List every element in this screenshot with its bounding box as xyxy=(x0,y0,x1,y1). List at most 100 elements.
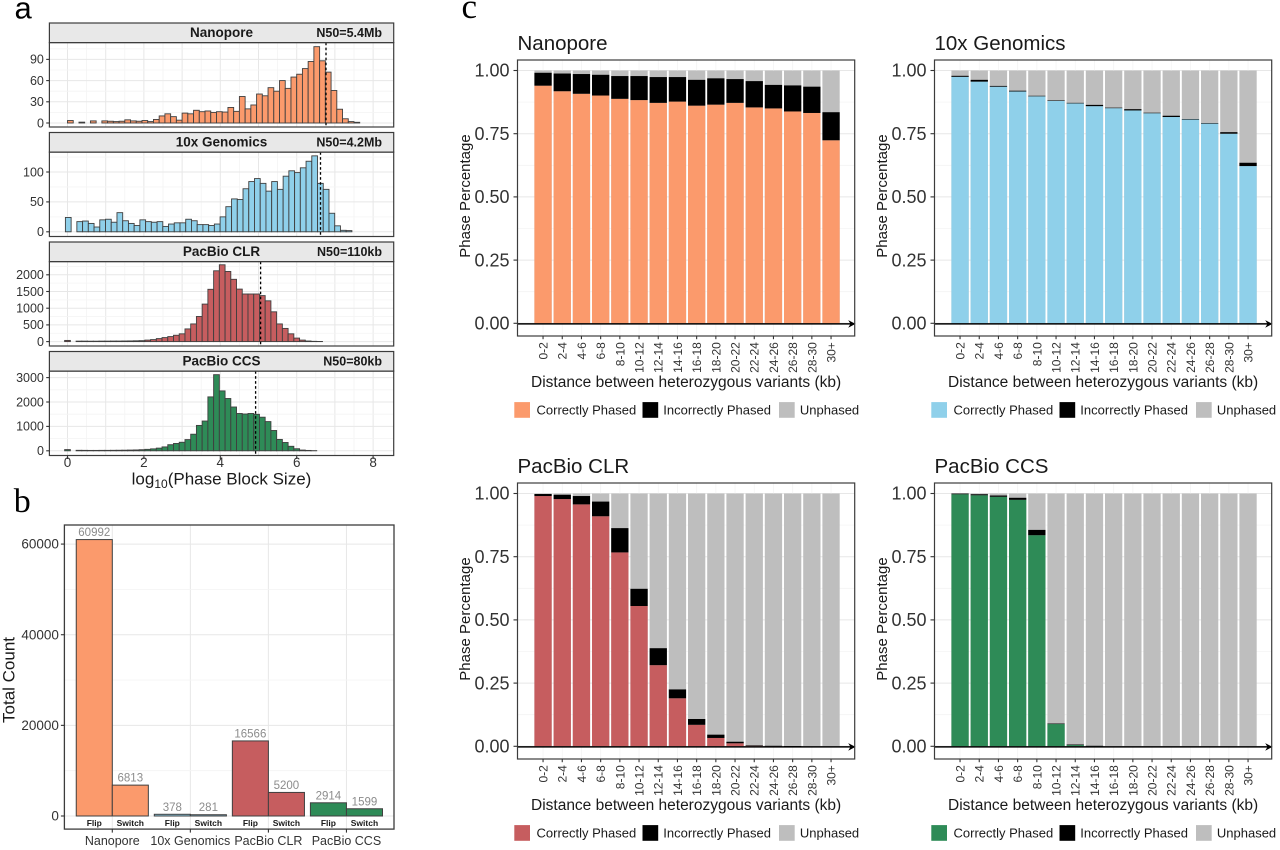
svg-text:0: 0 xyxy=(37,444,44,458)
svg-text:6813: 6813 xyxy=(118,773,144,785)
svg-text:6-8: 6-8 xyxy=(1011,342,1025,360)
svg-text:14-16: 14-16 xyxy=(1088,342,1102,373)
svg-text:22-24: 22-24 xyxy=(1165,342,1179,373)
svg-text:14-16: 14-16 xyxy=(1088,765,1102,796)
svg-text:2-4: 2-4 xyxy=(973,765,987,783)
svg-text:0.00: 0.00 xyxy=(891,314,926,334)
svg-text:Correctly Phased: Correctly Phased xyxy=(954,826,1054,841)
svg-text:8-10: 8-10 xyxy=(1030,765,1044,789)
svg-text:Nanopore: Nanopore xyxy=(518,32,608,55)
svg-text:4-6: 4-6 xyxy=(575,765,589,783)
svg-text:50: 50 xyxy=(30,195,44,209)
svg-text:10x Genomics: 10x Genomics xyxy=(935,32,1066,55)
svg-text:2: 2 xyxy=(140,455,148,470)
svg-text:0.50: 0.50 xyxy=(474,187,509,207)
svg-text:30: 30 xyxy=(30,95,44,109)
svg-text:281: 281 xyxy=(199,802,218,814)
svg-text:16-18: 16-18 xyxy=(690,765,704,796)
svg-text:Distance between heterozygous: Distance between heterozygous variants (… xyxy=(531,797,841,814)
svg-text:30+: 30+ xyxy=(1241,342,1255,362)
svg-text:20-22: 20-22 xyxy=(1145,342,1159,373)
svg-text:1000: 1000 xyxy=(16,420,44,434)
svg-text:PacBio CCS: PacBio CCS xyxy=(312,834,381,848)
svg-text:6-8: 6-8 xyxy=(594,765,608,783)
svg-text:6-8: 6-8 xyxy=(1011,765,1025,783)
svg-text:2-4: 2-4 xyxy=(556,765,570,783)
svg-text:Correctly Phased: Correctly Phased xyxy=(537,826,637,841)
svg-text:Switch: Switch xyxy=(117,818,144,828)
svg-text:16-18: 16-18 xyxy=(690,342,704,373)
svg-text:Distance between heterozygous: Distance between heterozygous variants (… xyxy=(531,374,841,391)
svg-text:N50=110kb: N50=110kb xyxy=(317,245,382,259)
svg-text:26-28: 26-28 xyxy=(1203,765,1217,796)
svg-text:18-20: 18-20 xyxy=(709,765,723,796)
svg-text:Flip: Flip xyxy=(321,818,336,828)
svg-text:20-22: 20-22 xyxy=(728,342,742,373)
svg-text:PacBio CLR: PacBio CLR xyxy=(518,455,630,478)
svg-text:30+: 30+ xyxy=(824,765,838,785)
svg-text:0: 0 xyxy=(64,455,72,470)
svg-text:1.00: 1.00 xyxy=(474,61,509,81)
svg-text:14-16: 14-16 xyxy=(671,342,685,373)
svg-text:Flip: Flip xyxy=(165,818,180,828)
svg-text:Distance between heterozygous: Distance between heterozygous variants (… xyxy=(948,797,1258,814)
svg-text:16-18: 16-18 xyxy=(1107,342,1121,373)
svg-text:18-20: 18-20 xyxy=(1126,342,1140,373)
svg-text:24-26: 24-26 xyxy=(767,765,781,796)
svg-text:6: 6 xyxy=(293,455,301,470)
svg-text:Nanopore: Nanopore xyxy=(190,25,253,40)
svg-text:22-24: 22-24 xyxy=(1165,765,1179,796)
svg-text:Incorrectly Phased: Incorrectly Phased xyxy=(663,403,771,418)
svg-text:Phase Percentage: Phase Percentage xyxy=(457,134,474,257)
svg-text:b: b xyxy=(14,483,31,520)
svg-text:0-2: 0-2 xyxy=(536,765,550,783)
svg-text:5200: 5200 xyxy=(274,780,300,792)
svg-text:0.50: 0.50 xyxy=(891,610,926,630)
svg-text:0.00: 0.00 xyxy=(474,314,509,334)
svg-text:100: 100 xyxy=(23,165,44,179)
svg-text:a: a xyxy=(15,0,33,26)
svg-text:Unphased: Unphased xyxy=(800,403,859,418)
svg-text:22-24: 22-24 xyxy=(748,342,762,373)
svg-text:24-26: 24-26 xyxy=(767,342,781,373)
svg-text:8-10: 8-10 xyxy=(613,342,627,366)
svg-text:Flip: Flip xyxy=(87,818,102,828)
svg-text:0: 0 xyxy=(37,335,44,349)
svg-text:378: 378 xyxy=(163,802,182,814)
svg-text:0.25: 0.25 xyxy=(891,673,926,693)
svg-text:24-26: 24-26 xyxy=(1184,342,1198,373)
svg-text:Distance between heterozygous: Distance between heterozygous variants (… xyxy=(948,374,1258,391)
svg-text:PacBio CLR: PacBio CLR xyxy=(234,834,302,848)
svg-text:10x Genomics: 10x Genomics xyxy=(176,135,268,150)
svg-text:PacBio CCS: PacBio CCS xyxy=(183,354,261,369)
svg-text:Unphased: Unphased xyxy=(1217,826,1276,841)
svg-text:60000: 60000 xyxy=(21,537,59,552)
svg-text:12-14: 12-14 xyxy=(1069,342,1083,373)
svg-text:Phase Percentage: Phase Percentage xyxy=(874,557,891,680)
svg-text:10-12: 10-12 xyxy=(1049,342,1063,373)
svg-text:20-22: 20-22 xyxy=(1145,765,1159,796)
svg-text:28-30: 28-30 xyxy=(1222,342,1236,373)
svg-text:N50=4.2Mb: N50=4.2Mb xyxy=(316,135,382,149)
svg-text:20000: 20000 xyxy=(21,718,59,733)
svg-text:10x Genomics: 10x Genomics xyxy=(150,834,230,848)
svg-text:28-30: 28-30 xyxy=(805,765,819,796)
svg-text:2-4: 2-4 xyxy=(973,342,987,360)
svg-text:0.50: 0.50 xyxy=(891,187,926,207)
svg-text:0.00: 0.00 xyxy=(891,737,926,757)
svg-text:24-26: 24-26 xyxy=(1184,765,1198,796)
svg-text:8-10: 8-10 xyxy=(1030,342,1044,366)
svg-text:28-30: 28-30 xyxy=(1222,765,1236,796)
svg-text:4-6: 4-6 xyxy=(992,765,1006,783)
svg-text:10-12: 10-12 xyxy=(632,765,646,796)
svg-text:2000: 2000 xyxy=(16,268,44,282)
svg-text:22-24: 22-24 xyxy=(748,765,762,796)
svg-text:10-12: 10-12 xyxy=(632,342,646,373)
svg-text:18-20: 18-20 xyxy=(709,342,723,373)
svg-text:N50=80kb: N50=80kb xyxy=(323,354,382,368)
svg-text:12-14: 12-14 xyxy=(652,342,666,373)
svg-text:1.00: 1.00 xyxy=(891,61,926,81)
svg-text:Correctly Phased: Correctly Phased xyxy=(537,403,637,418)
svg-text:28-30: 28-30 xyxy=(805,342,819,373)
svg-text:10-12: 10-12 xyxy=(1049,765,1063,796)
